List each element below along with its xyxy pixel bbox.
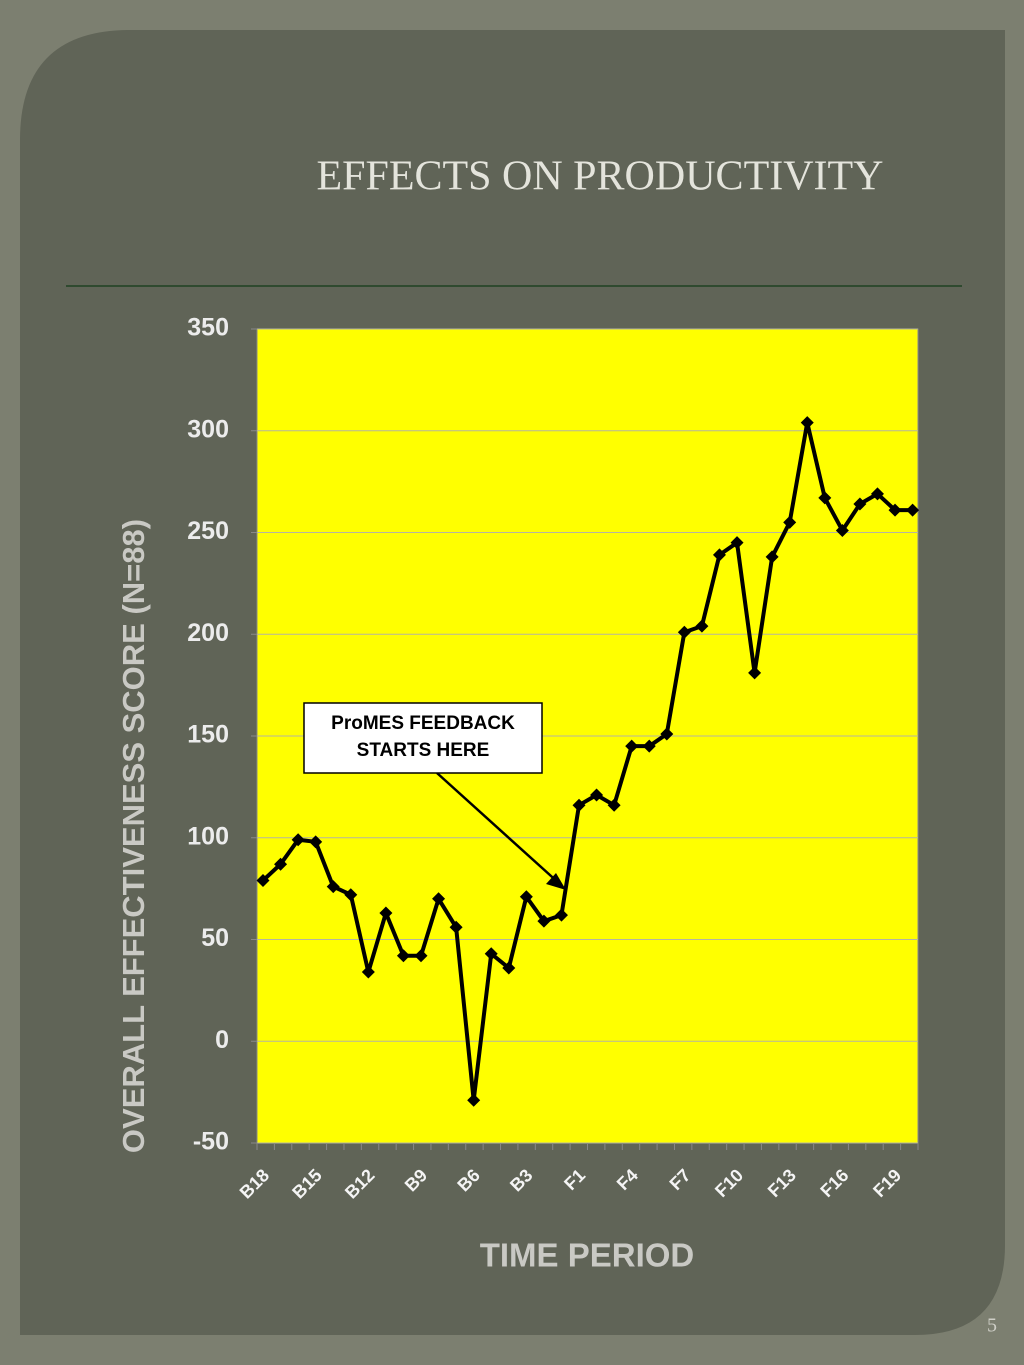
- annotation-text: STARTS HERE: [357, 740, 490, 761]
- data-marker: [906, 503, 920, 517]
- data-marker: [256, 873, 270, 887]
- data-marker: [344, 888, 358, 902]
- data-marker: [467, 1093, 481, 1107]
- data-marker: [695, 619, 709, 633]
- y-tick-label: 0: [215, 1026, 229, 1054]
- data-marker: [642, 739, 656, 753]
- data-marker: [502, 961, 516, 975]
- annotation-text: ProMES FEEDBACK: [331, 713, 515, 734]
- data-marker: [818, 491, 832, 505]
- data-marker: [783, 515, 797, 529]
- data-marker: [554, 908, 568, 922]
- data-marker: [326, 880, 340, 894]
- x-axis-label: TIME PERIOD: [480, 1237, 695, 1274]
- y-tick-label: 50: [201, 924, 229, 952]
- data-line: [261, 420, 913, 1103]
- data-marker: [361, 965, 375, 979]
- data-marker: [853, 497, 867, 511]
- y-tick-label: 150: [187, 721, 229, 749]
- data-marker: [730, 536, 744, 550]
- slide-number: 5: [987, 1315, 997, 1337]
- chart-title: EFFECTS ON PRODUCTIVITY: [316, 154, 883, 200]
- annotation-arrow: [436, 772, 562, 886]
- y-axis-label: OVERALL EFFECTIVENESS SCORE (N=88): [116, 519, 151, 1153]
- data-marker: [660, 727, 674, 741]
- data-marker: [537, 914, 551, 928]
- data-marker: [765, 550, 779, 564]
- data-marker: [449, 920, 463, 934]
- annotation-box: [303, 702, 543, 774]
- data-marker: [379, 906, 393, 920]
- y-tick-label: 250: [187, 517, 229, 545]
- data-marker: [432, 892, 446, 906]
- data-marker: [870, 487, 884, 501]
- data-marker: [835, 523, 849, 537]
- y-tick-label: 100: [187, 822, 229, 850]
- y-tick-label: 300: [187, 415, 229, 443]
- annotation-arrowhead: [546, 873, 566, 890]
- data-marker: [274, 857, 288, 871]
- data-marker: [712, 548, 726, 562]
- data-marker: [396, 949, 410, 963]
- data-marker: [677, 625, 691, 639]
- data-marker: [625, 739, 639, 753]
- data-marker: [800, 416, 814, 430]
- data-marker: [590, 788, 604, 802]
- data-marker: [888, 503, 902, 517]
- data-marker: [484, 947, 498, 961]
- y-tick-label: 350: [187, 314, 229, 342]
- data-marker: [572, 798, 586, 812]
- y-tick-label: -50: [193, 1128, 229, 1156]
- data-marker: [414, 949, 428, 963]
- data-marker: [748, 666, 762, 680]
- data-marker: [309, 835, 323, 849]
- data-marker: [519, 890, 533, 904]
- data-marker: [291, 833, 305, 847]
- data-marker: [607, 798, 621, 812]
- y-tick-label: 200: [187, 619, 229, 647]
